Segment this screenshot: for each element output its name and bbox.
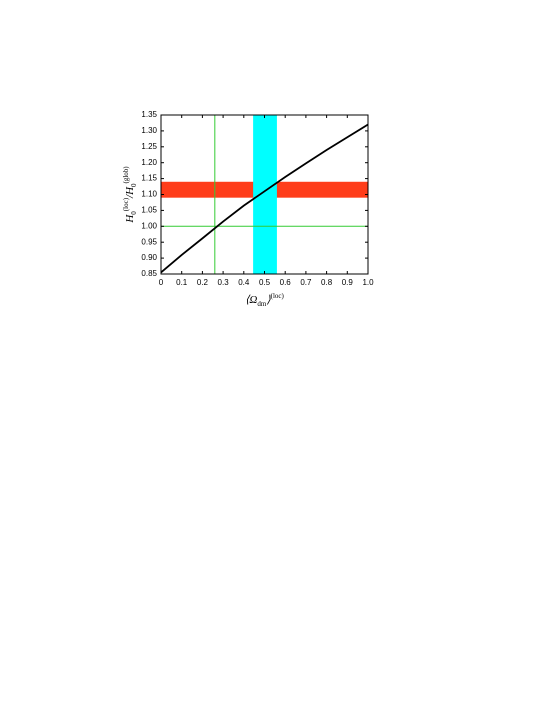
axis-label-part: 0 [130, 211, 138, 215]
y-tick-label: 0.85 [141, 269, 157, 278]
y-tick-label: 1.10 [141, 190, 157, 199]
y-tick-label: 1.35 [141, 110, 157, 119]
x-tick-label: 0.1 [176, 278, 188, 287]
x-tick-label: 0.7 [300, 278, 312, 287]
axis-label-part: /H [124, 186, 136, 199]
x-tick-label: 0.6 [280, 278, 292, 287]
axis-label-part: (loc) [271, 292, 285, 300]
x-tick-label: 0.3 [218, 278, 230, 287]
y-tick-label: 1.25 [141, 142, 157, 151]
x-tick-label: 0.5 [259, 278, 271, 287]
y-tick-label: 0.95 [141, 237, 157, 246]
axis-label-part: dm [257, 300, 267, 308]
axis-label-part: 0 [130, 183, 138, 187]
x-tick-label: 0.9 [342, 278, 354, 287]
y-tick-label: 1.00 [141, 221, 157, 230]
axis-label: H0(loc)/H0(glob) [122, 166, 138, 224]
axis-label-part: (loc) [122, 197, 130, 211]
axis-label-part: H [124, 214, 136, 224]
axis-label-part: ⟨Ω [245, 294, 257, 306]
y-tick-label: 1.30 [141, 126, 157, 135]
data-line [160, 123, 369, 274]
y-tick-label: 1.20 [141, 158, 157, 167]
x-tick-label: 0 [159, 278, 164, 287]
x-tick-label: 0.8 [321, 278, 333, 287]
x-tick-label: 0.4 [238, 278, 250, 287]
y-tick-label: 1.05 [141, 206, 157, 215]
x-tick-label: 1.0 [362, 278, 374, 287]
y-tick-label: 1.15 [141, 174, 157, 183]
band [253, 115, 277, 274]
axis-label: ⟨Ωdm⟩(loc) [245, 292, 284, 308]
y-tick-label: 0.90 [141, 253, 157, 262]
x-tick-label: 0.2 [197, 278, 209, 287]
axis-label-part: ⟩ [266, 294, 271, 306]
axis-label-part: (glob) [122, 166, 130, 184]
